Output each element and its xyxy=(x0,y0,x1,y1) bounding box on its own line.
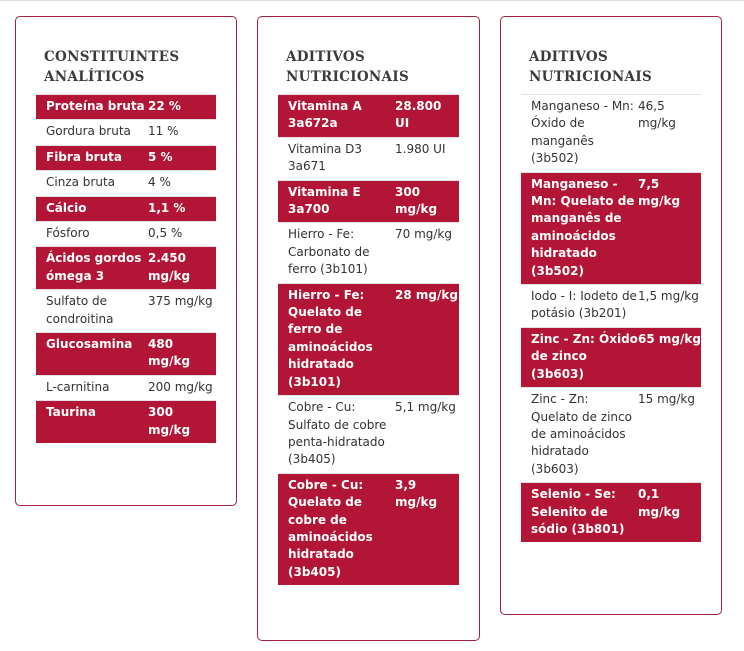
table-row: Selenio - Se: Selenito de sódio (3b801) 0… xyxy=(521,482,701,543)
table-row: Manganeso - Mn: Óxido de manganês (3b502… xyxy=(521,94,701,173)
table-row: Gordura bruta 11 % xyxy=(36,119,216,145)
nutrient-value: 4 % xyxy=(148,175,171,190)
table-row: Hierro - Fe: Carbonato de ferro (3b101) 7… xyxy=(278,222,459,283)
nutrient-value: 11 % xyxy=(148,124,179,139)
nutrient-name: Iodo - I: Iodeto de potásio (3b201) xyxy=(531,289,637,321)
nutrient-value: 5,1 mg/kg xyxy=(395,400,456,415)
card-title: ADITIVOS NUTRICIONAIS xyxy=(286,49,409,85)
table-row: Cobre - Cu: Sulfato de cobre penta-hidra… xyxy=(278,395,459,474)
nutrient-name: Vitamina E 3a700 xyxy=(288,184,361,217)
nutrient-value: 5 % xyxy=(148,149,173,164)
table-row: Hierro - Fe: Quelato de ferro de aminoác… xyxy=(278,283,459,396)
table-row: Glucosamina 480 mg/kg xyxy=(36,332,216,376)
nutrient-name: Manganeso - Mn: Quelato de manganês de a… xyxy=(531,176,635,278)
table-row: Zinc - Zn: Quelato de zinco de aminoácid… xyxy=(521,387,701,483)
table-row: Vitamina D3 3a671 1.980 UI xyxy=(278,137,459,180)
nutrient-value: 7,5 mg/kg xyxy=(638,176,681,209)
table-row: Fibra bruta 5 % xyxy=(36,145,216,171)
card-aditivos-nutricionais-1: ADITIVOS NUTRICIONAIS Vitamina A 3a672a 2… xyxy=(257,16,480,641)
nutrient-value: 1.980 UI xyxy=(395,141,446,156)
nutrient-name: Zinc - Zn: Óxido de zinco (3b603) xyxy=(531,331,638,381)
nutrient-name: Cálcio xyxy=(46,200,87,215)
nutrient-value: 65 mg/kg xyxy=(638,331,701,346)
nutrient-value: 1,1 % xyxy=(148,200,186,215)
card-title: ADITIVOS NUTRICIONAIS xyxy=(529,49,652,85)
nutrient-value: 0,1 mg/kg xyxy=(638,487,681,519)
nutrient-value: 200 mg/kg xyxy=(148,379,213,394)
nutrient-value: 480 mg/kg xyxy=(148,337,191,369)
nutrient-name: Selenio - Se: Selenito de sódio (3b801) xyxy=(531,487,625,536)
table-row: Vitamina E 3a700 300 mg/kg xyxy=(278,180,459,223)
table-row: Iodo - I: Iodeto de potásio (3b201) 1,5 m… xyxy=(521,284,701,328)
table-row: Taurina 300 mg/kg xyxy=(36,400,216,444)
nutrient-name: Hierro - Fe: Carbonato de ferro (3b101) xyxy=(288,227,370,277)
nutrient-name: Fibra bruta xyxy=(46,149,122,164)
card-constituintes-analiticos: CONSTITUINTES ANALÍTICOS Proteína bruta 2… xyxy=(15,16,237,506)
nutrient-name: Zinc - Zn: Quelato de zinco de aminoácid… xyxy=(531,392,632,476)
nutrient-value: 1,5 mg/kg xyxy=(638,289,699,304)
nutrient-value: 15 mg/kg xyxy=(638,392,695,407)
table-row: Vitamina A 3a672a 28.800 UI xyxy=(278,94,459,138)
card-aditivos-nutricionais-2: ADITIVOS NUTRICIONAIS Manganeso - Mn: Óx… xyxy=(500,16,722,615)
nutrient-table: Vitamina A 3a672a 28.800 UI Vitamina D3 3a… xyxy=(278,94,459,586)
nutrient-name: Cobre - Cu: Quelato de cobre de aminoáci… xyxy=(288,477,373,579)
nutrient-value: 22 % xyxy=(148,99,181,113)
table-row: Cinza bruta 4 % xyxy=(36,170,216,196)
table-row: Cálcio 1,1 % xyxy=(36,196,216,222)
nutrient-value: 300 mg/kg xyxy=(395,184,438,217)
nutrient-name: Hierro - Fe: Quelato de ferro de aminoác… xyxy=(288,287,373,389)
nutrient-value: 2.450 mg/kg xyxy=(148,251,191,283)
nutrient-name: Fósforo xyxy=(46,226,90,241)
nutrient-name: Cobre - Cu: Sulfato de cobre penta-hidra… xyxy=(288,400,387,467)
nutrient-value: 46,5 mg/kg xyxy=(638,99,676,131)
nutrient-name: Ácidos gordos ómega 3 xyxy=(46,251,142,283)
nutrient-value: 0,5 % xyxy=(148,226,183,241)
table-row: Cobre - Cu: Quelato de cobre de aminoáci… xyxy=(278,473,459,586)
nutrient-name: Vitamina D3 3a671 xyxy=(288,141,363,174)
nutrient-value: 28.800 UI xyxy=(395,99,442,131)
nutrient-value: 300 mg/kg xyxy=(148,405,191,437)
table-row: Zinc - Zn: Óxido de zinco (3b603) 65 mg/k… xyxy=(521,327,701,388)
table-row: Ácidos gordos ómega 3 2.450 mg/kg xyxy=(36,246,216,290)
nutrient-name: Taurina xyxy=(46,405,96,420)
nutrient-name: Glucosamina xyxy=(46,337,133,352)
nutrient-name: Vitamina A 3a672a xyxy=(288,99,362,131)
table-row: Manganeso - Mn: Quelato de manganês de a… xyxy=(521,172,701,285)
nutrient-name: L-carnitina xyxy=(46,379,110,394)
nutrient-value: 375 mg/kg xyxy=(148,294,213,309)
table-row: L-carnitina 200 mg/kg xyxy=(36,375,216,400)
nutrient-name: Proteína bruta xyxy=(46,99,145,113)
table-row: Fósforo 0,5 % xyxy=(36,221,216,247)
nutrient-table: Manganeso - Mn: Óxido de manganês (3b502… xyxy=(521,94,701,543)
nutrient-value: 28 mg/kg xyxy=(395,287,458,302)
table-row: Proteína bruta 22 % xyxy=(36,94,216,120)
nutrient-value: 70 mg/kg xyxy=(395,227,452,242)
card-title: CONSTITUINTES ANALÍTICOS xyxy=(44,49,180,85)
nutrient-name: Sulfato de condroitina xyxy=(46,294,114,326)
nutrient-name: Manganeso - Mn: Óxido de manganês (3b502… xyxy=(531,99,634,166)
nutrient-value: 3,9 mg/kg xyxy=(395,477,438,510)
nutrient-name: Gordura bruta xyxy=(46,124,131,139)
top-divider xyxy=(0,0,744,1)
nutrient-name: Cinza bruta xyxy=(46,175,115,190)
nutrient-table: Proteína bruta 22 % Gordura bruta 11 % Fibra… xyxy=(36,94,216,444)
table-row: Sulfato de condroitina 375 mg/kg xyxy=(36,289,216,333)
